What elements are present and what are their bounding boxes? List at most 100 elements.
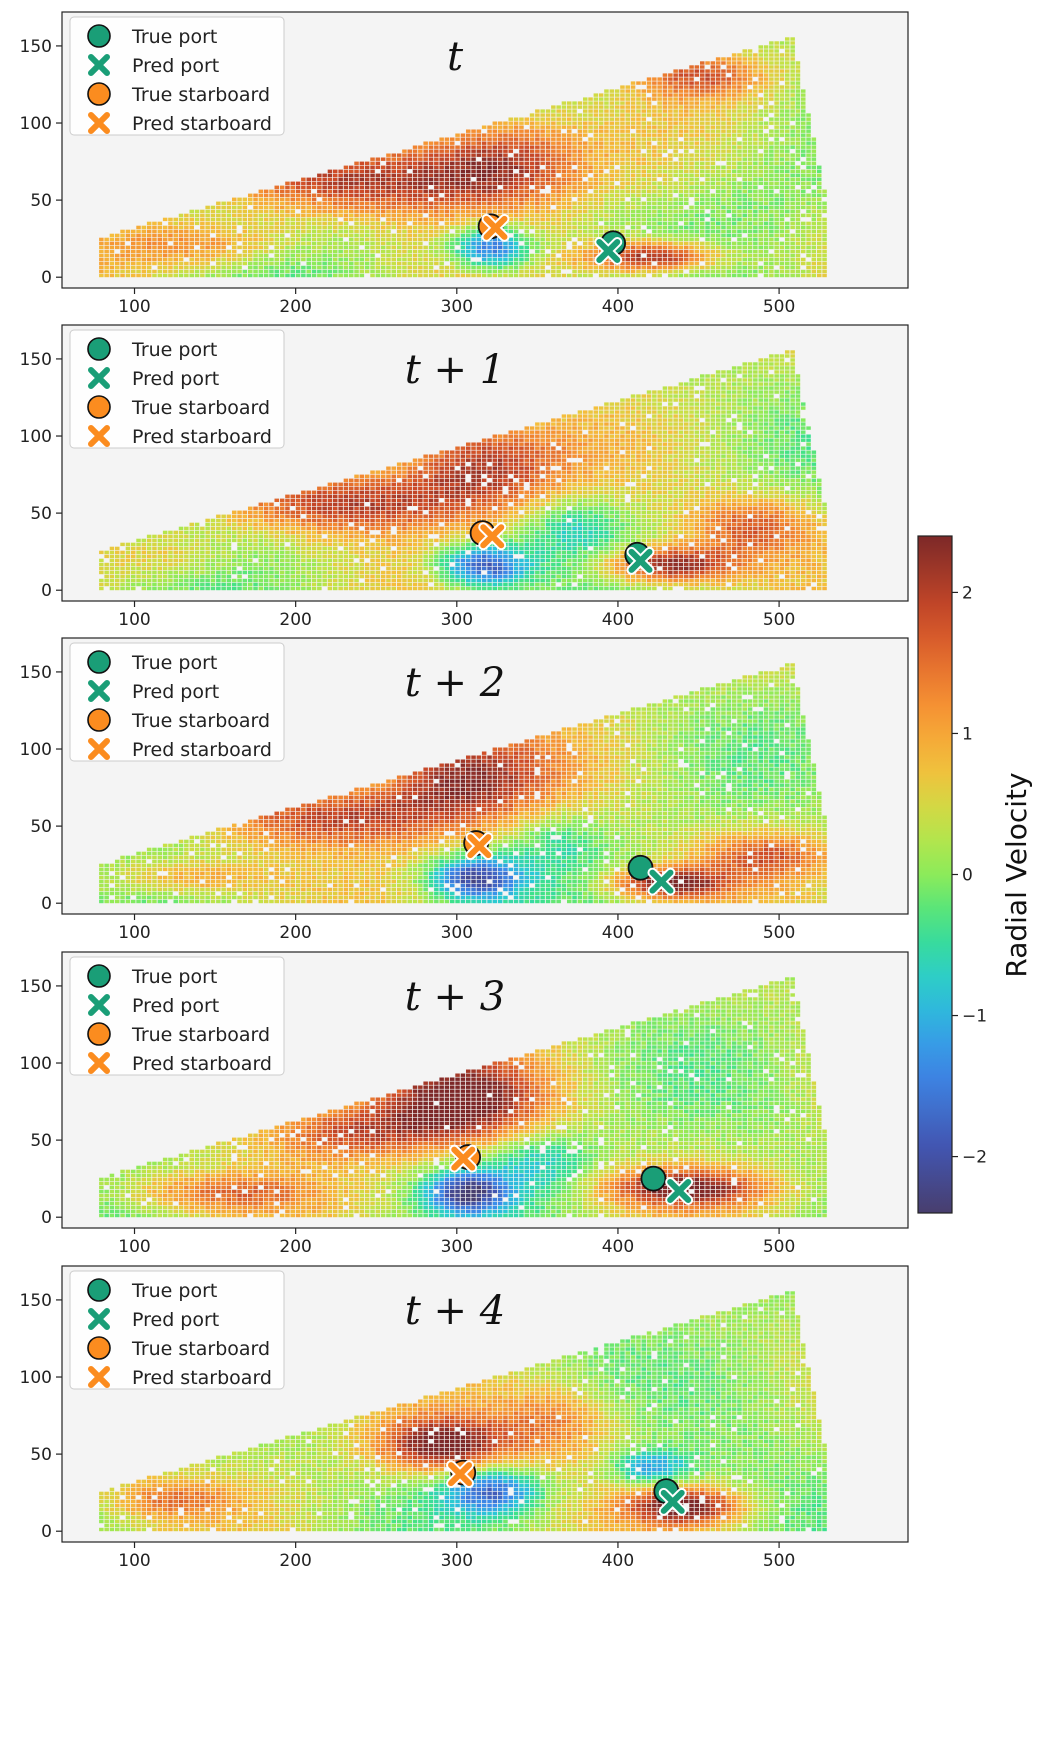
velocity-cell — [380, 245, 386, 250]
velocity-cell — [466, 193, 471, 197]
velocity-cell — [423, 253, 428, 258]
velocity-cell — [418, 249, 423, 254]
velocity-cell — [620, 93, 625, 97]
velocity-cell — [540, 181, 545, 185]
velocity-cell — [535, 273, 540, 278]
velocity-cell — [269, 241, 274, 246]
velocity-cell — [700, 253, 705, 258]
velocity-cell — [577, 105, 583, 109]
velocity-cell — [263, 265, 269, 270]
velocity-cell — [556, 261, 561, 266]
velocity-cell — [471, 265, 476, 270]
velocity-cell — [450, 201, 455, 205]
velocity-cell — [731, 257, 737, 262]
velocity-cell — [391, 173, 396, 177]
velocity-cell — [710, 245, 716, 250]
velocity-cell — [795, 269, 801, 274]
velocity-cell — [662, 269, 668, 274]
velocity-cell — [152, 586, 157, 591]
velocity-cell — [434, 269, 439, 274]
velocity-cell — [141, 578, 147, 583]
velocity-cell — [662, 245, 668, 250]
velocity-cell — [290, 225, 295, 230]
velocity-cell — [194, 261, 200, 266]
velocity-cell — [604, 201, 609, 205]
velocity-cell — [396, 209, 402, 214]
velocity-cell — [492, 241, 498, 246]
velocity-cell — [806, 157, 811, 161]
velocity-cell — [492, 189, 498, 193]
velocity-cell — [200, 245, 205, 250]
velocity-cell — [662, 193, 668, 197]
velocity-cell — [721, 265, 726, 270]
velocity-cell — [216, 273, 221, 278]
velocity-cell — [710, 185, 716, 189]
velocity-cell — [476, 133, 482, 137]
velocity-cell — [125, 249, 131, 254]
velocity-cell — [636, 81, 641, 85]
velocity-cell — [572, 261, 577, 266]
velocity-cell — [705, 249, 710, 254]
velocity-cell — [157, 249, 163, 254]
velocity-cell — [535, 257, 540, 262]
velocity-cell — [428, 229, 434, 234]
velocity-cell — [721, 193, 726, 197]
velocity-cell — [104, 578, 109, 583]
velocity-cell — [758, 125, 763, 129]
velocity-cell — [375, 181, 381, 185]
velocity-cell — [434, 201, 439, 205]
velocity-cell — [503, 225, 508, 230]
velocity-cell — [577, 149, 583, 153]
velocity-cell — [178, 253, 184, 258]
velocity-cell — [497, 201, 503, 205]
velocity-cell — [497, 261, 503, 266]
velocity-cell — [588, 229, 593, 234]
velocity-cell — [173, 534, 178, 539]
velocity-cell — [737, 65, 742, 69]
velocity-cell — [141, 237, 147, 242]
velocity-cell — [189, 249, 194, 254]
velocity-cell — [386, 237, 391, 242]
velocity-cell — [529, 145, 535, 149]
velocity-cell — [742, 157, 747, 161]
velocity-cell — [412, 249, 418, 254]
velocity-cell — [774, 245, 779, 250]
velocity-cell — [625, 113, 630, 117]
velocity-cell — [678, 129, 684, 133]
velocity-cell — [412, 169, 418, 173]
velocity-cell — [364, 249, 370, 254]
velocity-cell — [630, 89, 636, 93]
velocity-cell — [763, 101, 769, 105]
velocity-cell — [769, 193, 774, 197]
velocity-cell — [104, 273, 109, 278]
velocity-cell — [131, 245, 136, 250]
velocity-cell — [545, 177, 551, 181]
velocity-cell — [577, 181, 583, 185]
velocity-cell — [194, 249, 200, 254]
velocity-cell — [609, 165, 615, 169]
velocity-cell — [343, 209, 349, 214]
velocity-cell — [439, 225, 444, 230]
velocity-cell — [104, 241, 109, 246]
velocity-cell — [162, 550, 168, 555]
velocity-cell — [657, 153, 662, 157]
velocity-cell — [375, 157, 381, 161]
velocity-cell — [769, 177, 774, 181]
velocity-cell — [769, 97, 774, 101]
velocity-cell — [508, 169, 513, 173]
velocity-cell — [253, 261, 258, 266]
velocity-cell — [678, 133, 684, 137]
velocity-cell — [274, 221, 279, 226]
velocity-cell — [614, 265, 620, 270]
velocity-cell — [529, 273, 535, 278]
velocity-cell — [450, 145, 455, 149]
velocity-cell — [322, 209, 327, 214]
velocity-cell — [763, 141, 769, 145]
velocity-cell — [769, 93, 774, 97]
velocity-cell — [567, 233, 572, 238]
velocity-cell — [801, 117, 806, 121]
velocity-cell — [779, 253, 785, 258]
velocity-cell — [513, 245, 519, 250]
velocity-cell — [529, 181, 535, 185]
velocity-cell — [774, 217, 779, 222]
